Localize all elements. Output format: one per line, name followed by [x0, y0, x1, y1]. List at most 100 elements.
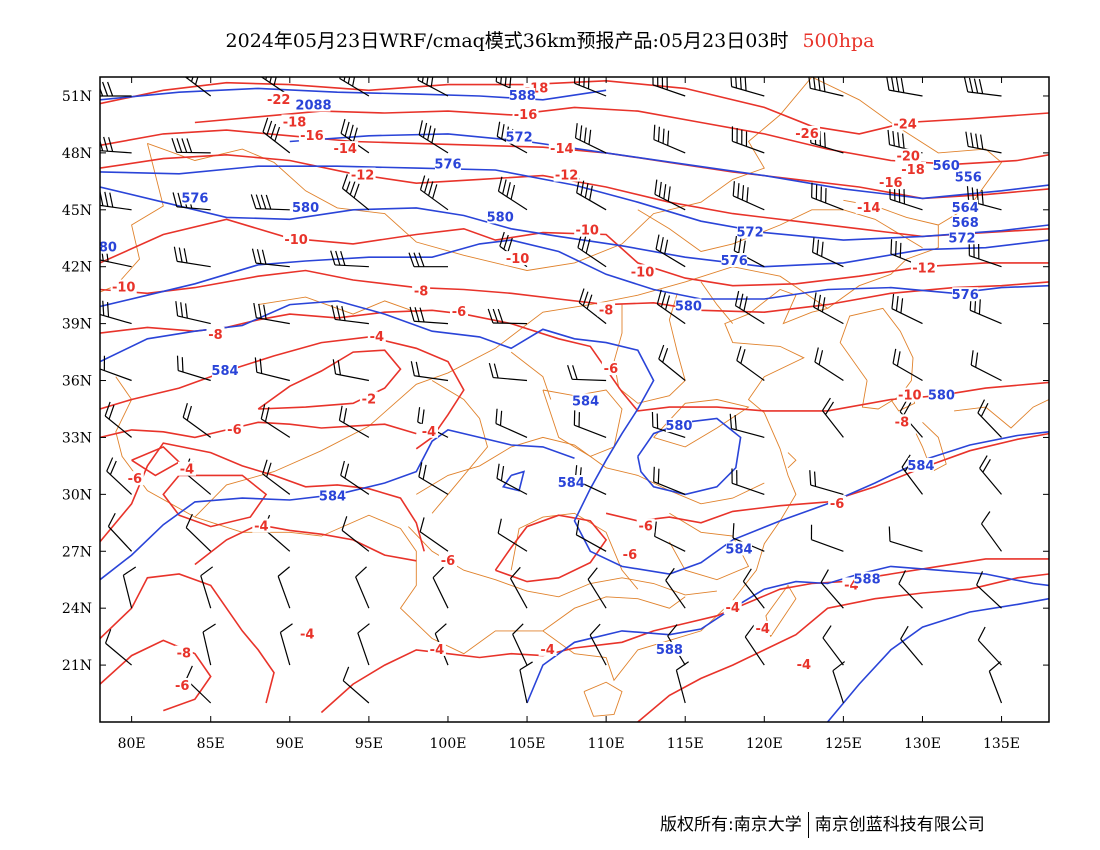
wind-barb	[254, 357, 290, 382]
lat-tick-label: 48N	[62, 146, 92, 162]
temperature-label: -10	[284, 233, 308, 248]
temperature-contour	[100, 442, 425, 552]
temperature-label: -10	[506, 252, 530, 267]
wind-barb	[175, 301, 211, 325]
temperature-label-bg	[412, 283, 431, 298]
temperature-label-bg	[892, 116, 919, 131]
wind-barb	[419, 517, 449, 552]
wind-barb	[734, 290, 765, 325]
boundary-line	[100, 143, 164, 293]
wind-barb	[811, 237, 844, 268]
wind-barb	[731, 468, 765, 495]
height-label-bg	[487, 209, 514, 224]
wind-barb	[653, 124, 686, 154]
temperature-label: -8	[414, 284, 428, 299]
temperature-label: -14	[857, 201, 881, 216]
wind-barb	[578, 288, 607, 325]
temperature-label-bg	[349, 167, 376, 182]
wind-barb	[341, 516, 370, 552]
temperature-label: -4	[300, 628, 314, 643]
wind-barb	[496, 463, 528, 495]
wind-barb	[977, 626, 1002, 666]
wind-barb	[575, 520, 607, 552]
temperature-label-bg	[367, 328, 386, 343]
wind-barb	[654, 179, 686, 211]
height-label-bg	[435, 156, 461, 171]
wind-barb	[330, 250, 369, 268]
height-label: 576	[434, 157, 461, 172]
temperature-label: -12	[351, 169, 375, 184]
wind-barb	[104, 401, 132, 438]
temperature-label-bg	[206, 327, 225, 341]
temperature-label-bg	[900, 162, 926, 176]
temperature-label: -10	[631, 265, 655, 280]
copyright-right: 南京创蓝科技有限公司	[814, 815, 985, 835]
axis-tick-layer: 80E 85E 90E 95E 100E 105E 110E 115E 120E 125E 130E…	[62, 77, 1049, 752]
temperature-label: -4	[180, 463, 194, 478]
wind-barb	[106, 457, 133, 495]
lat-tick-label: 24N	[62, 601, 92, 617]
wind-barb	[898, 570, 923, 609]
boundary-line	[574, 288, 828, 682]
temperature-label-bg	[173, 678, 192, 692]
lon-tick-label: 115E	[667, 736, 704, 752]
lat-tick-label: 45N	[62, 203, 92, 219]
temperature-contour	[257, 349, 402, 410]
boundary-line	[637, 209, 923, 252]
height-label: 572	[948, 231, 975, 246]
height-label-bg	[952, 199, 979, 214]
temperature-label-bg	[110, 279, 137, 294]
boundary-line	[431, 380, 488, 514]
wind-barb	[729, 413, 765, 438]
temperature-label: -16	[300, 129, 324, 144]
wind-barb	[331, 304, 369, 325]
height-label-bg	[506, 129, 533, 144]
lon-tick-label: 85E	[197, 736, 225, 752]
wind-barb	[814, 347, 844, 382]
temperature-label-bg	[892, 414, 911, 429]
temperature-label: -8	[208, 328, 222, 343]
title-main: 2024年05月23日WRF/cmaq模式36km预报产品:05月23日03时	[225, 30, 789, 52]
temperature-label: -12	[555, 169, 579, 184]
wind-barb	[655, 234, 686, 268]
temperature-label: -4	[540, 643, 554, 658]
height-label-bg	[292, 199, 319, 214]
height-label-bg	[949, 230, 975, 245]
temperature-label: -6	[830, 497, 844, 512]
temperature-label-bg	[911, 260, 937, 275]
boundary-line	[700, 281, 734, 324]
wind-barb	[338, 405, 370, 438]
temperature-label-bg	[794, 657, 813, 672]
temperature-label-bg	[597, 302, 616, 317]
boundary-line	[416, 436, 765, 505]
wind-barb	[100, 81, 132, 97]
wind-barb	[342, 666, 370, 704]
temperature-label: -10	[112, 281, 136, 296]
boundary-line	[258, 296, 417, 315]
temperature-label: -4	[797, 658, 811, 673]
wind-barb	[340, 460, 370, 495]
lat-tick-label: 21N	[62, 658, 92, 674]
height-label-bg	[558, 475, 585, 489]
temperature-label-bg	[855, 199, 882, 214]
lon-tick-label: 135E	[983, 736, 1020, 752]
temperature-label-bg	[512, 106, 539, 121]
boundary-line	[583, 681, 623, 717]
temperature-label-bg	[298, 127, 325, 142]
wind-barb	[260, 404, 291, 438]
temperature-label: -16	[879, 176, 903, 191]
wind-barb	[100, 136, 132, 154]
temperature-label: -4	[430, 643, 444, 658]
wind-barb	[832, 661, 846, 704]
height-label: 588	[854, 573, 881, 588]
map-frame	[99, 76, 1050, 723]
temperature-label-bg	[574, 222, 601, 237]
temperature-label-bg	[174, 645, 193, 660]
height-label-bg	[319, 488, 346, 503]
height-label-bg	[726, 541, 752, 556]
wind-barb	[576, 178, 607, 211]
height-label: 580	[292, 201, 319, 216]
wind-barb	[574, 123, 607, 154]
wind-barb	[488, 363, 528, 382]
temperature-label-bg	[225, 421, 244, 436]
